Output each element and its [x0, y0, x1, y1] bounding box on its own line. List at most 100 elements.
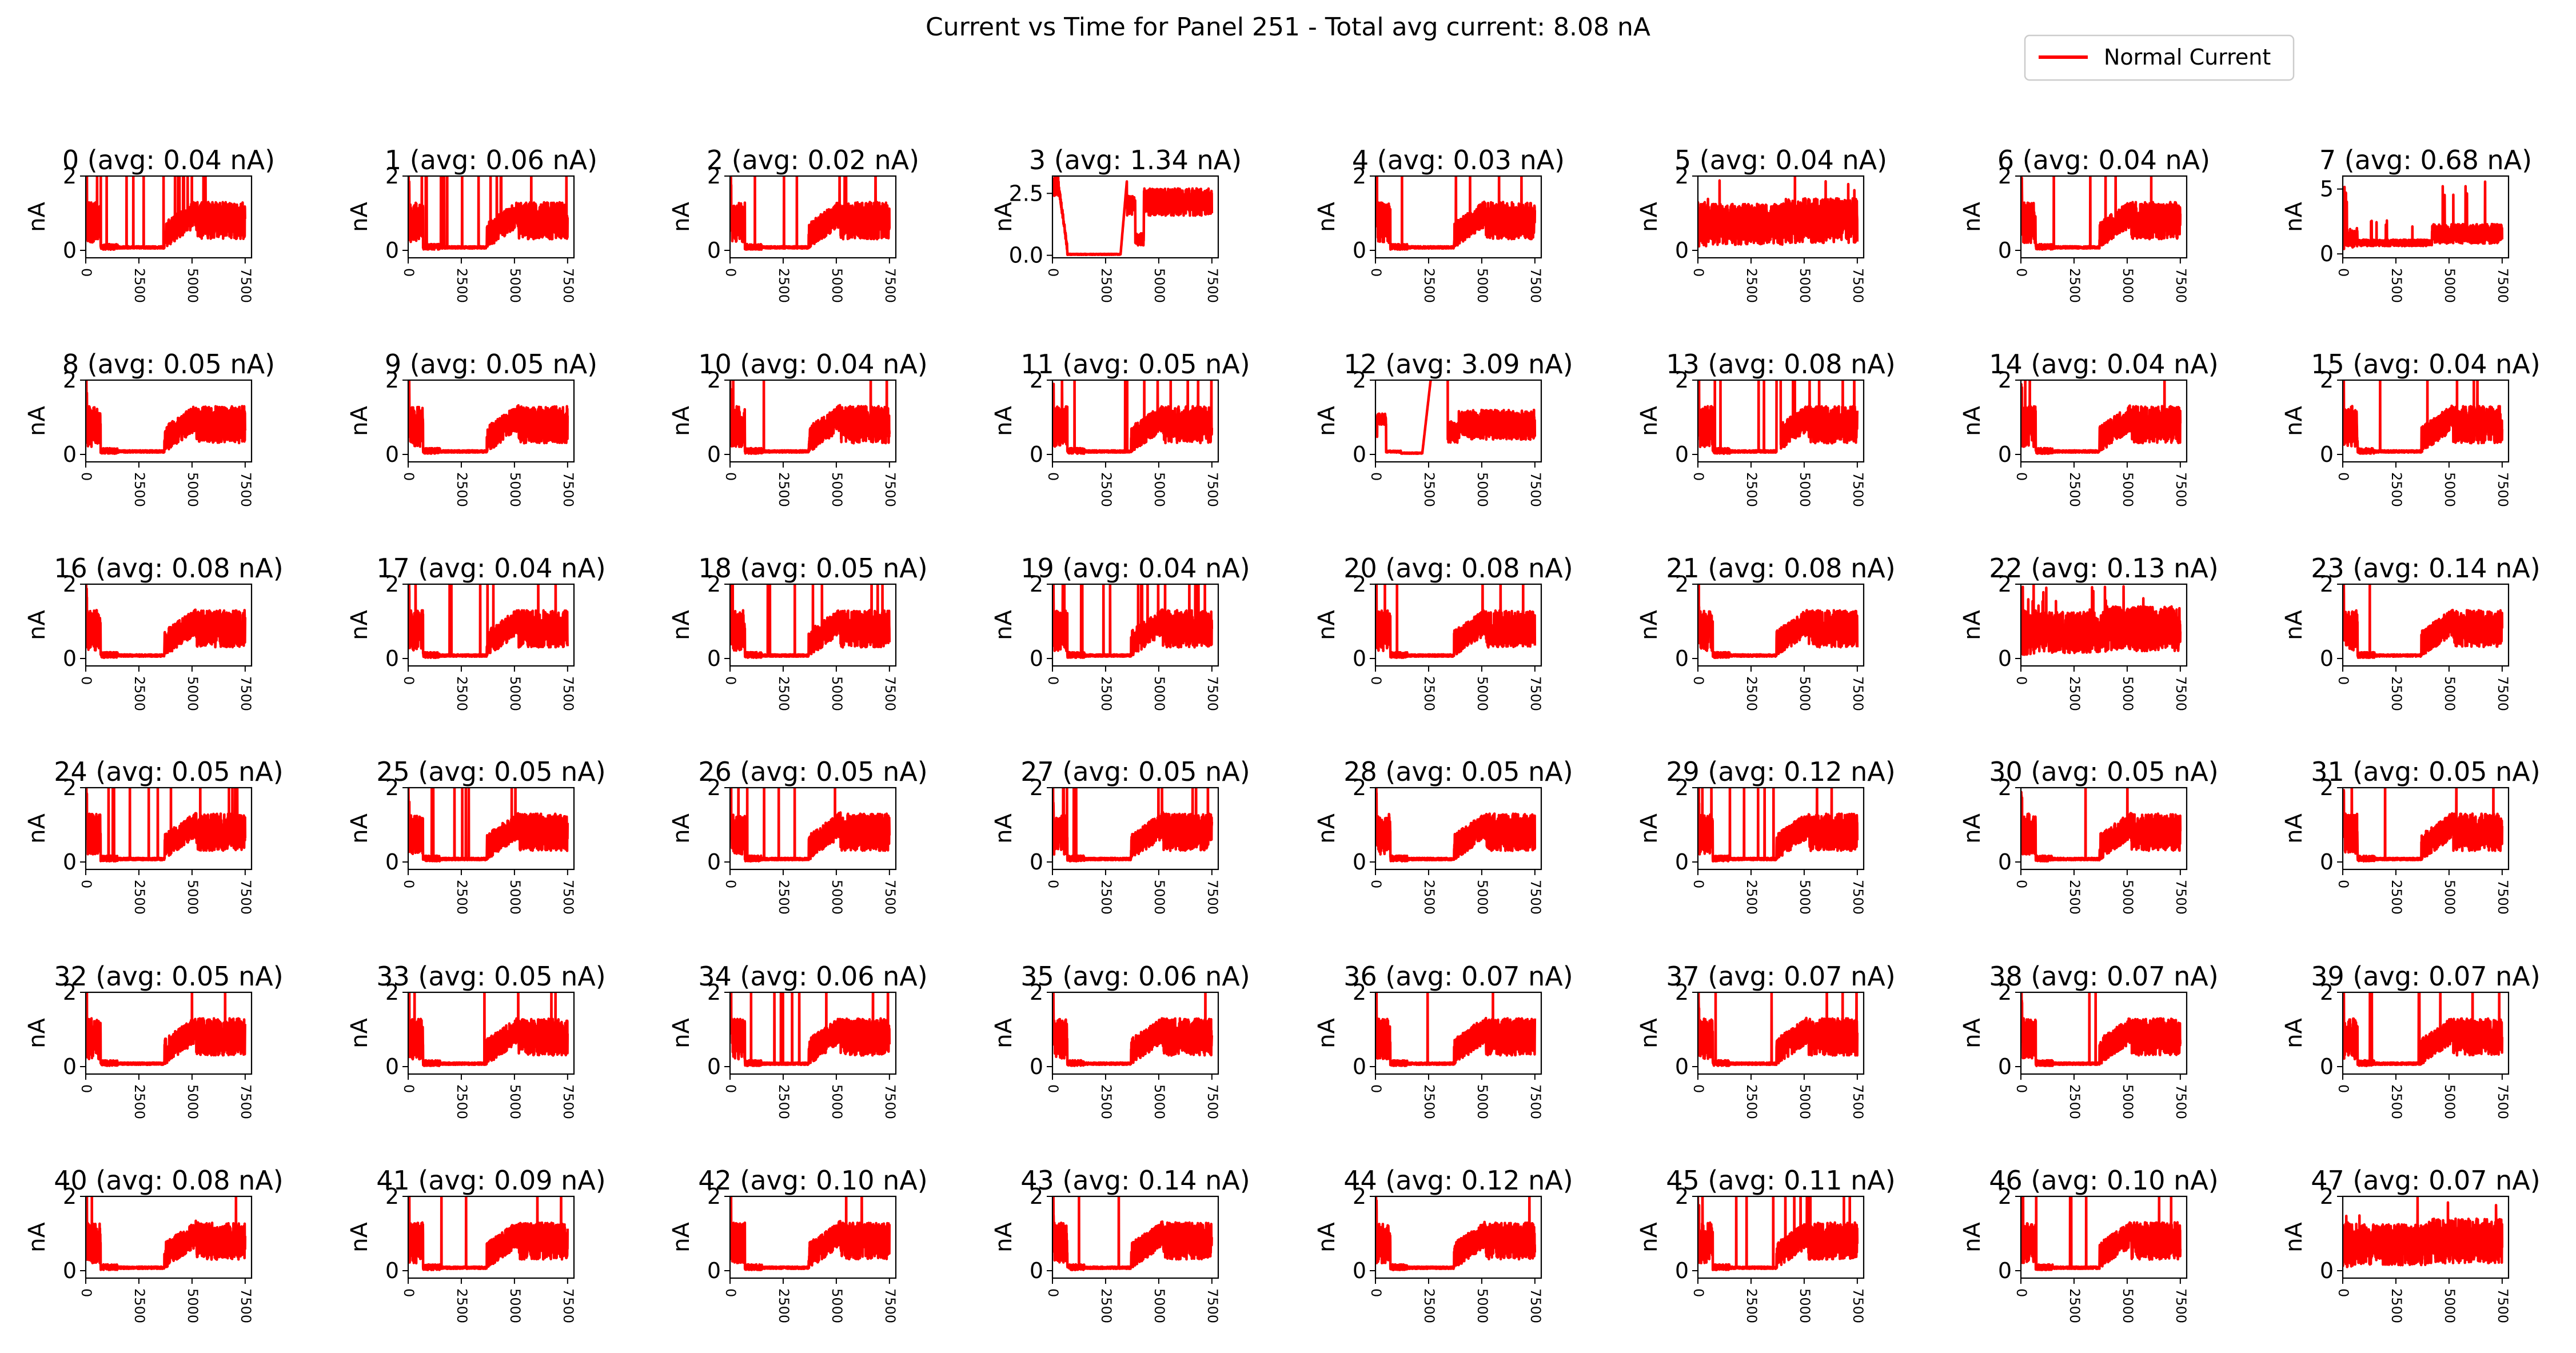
legend-label: Normal Current — [2104, 45, 2271, 70]
panel-title: 17 (avg: 0.04 nA) — [376, 553, 605, 584]
x-tick-label: 5000 — [2442, 676, 2458, 711]
panel-title: 44 (avg: 0.12 nA) — [1343, 1165, 1573, 1196]
x-tick-label: 2500 — [1421, 1084, 1437, 1119]
x-tick-label: 5000 — [829, 880, 845, 915]
x-tick-label: 0 — [2335, 676, 2351, 685]
panel-34: 34 (avg: 0.06 nA)nA 0 2 0 2500 5000 7500 — [668, 961, 928, 1119]
y-axis-label: nA — [991, 610, 1017, 640]
panel-41: 41 (avg: 0.09 nA)nA 0 2 0 2500 5000 7500 — [346, 1165, 606, 1323]
x-tick-label: 7500 — [882, 268, 898, 303]
x-tick-label: 0 — [1690, 676, 1706, 685]
series-line — [1052, 992, 1214, 1067]
y-axis-label: nA — [1959, 406, 1985, 436]
y-tick-label: 2 — [63, 572, 77, 597]
x-tick-label: 0 — [1045, 880, 1061, 888]
plot-frame — [2020, 991, 2188, 1075]
y-tick-label: 2 — [2320, 572, 2334, 597]
x-tick-label: 2500 — [1421, 676, 1437, 711]
x-tick-label: 5000 — [507, 268, 523, 303]
panel-11: 11 (avg: 0.05 nA)nA 0 2 0 2500 5000 7500 — [991, 349, 1250, 507]
plot-frame — [729, 787, 897, 871]
panel-29: 29 (avg: 0.12 nA)nA 0 2 0 2500 5000 7500 — [1636, 756, 1896, 915]
series-line — [408, 584, 569, 659]
x-tick-label: 7500 — [1205, 268, 1221, 303]
y-tick-label: 2 — [385, 775, 399, 800]
x-tick-label: 5000 — [507, 880, 523, 915]
y-axis-label: nA — [1636, 202, 1662, 232]
x-tick-label: 7500 — [1205, 472, 1221, 507]
panel-title: 40 (avg: 0.08 nA) — [54, 1165, 283, 1196]
series-line — [1052, 584, 1214, 659]
x-tick-label: 0 — [1368, 880, 1384, 888]
x-tick-label: 2500 — [131, 472, 147, 507]
panel-46: 46 (avg: 0.10 nA)nA 0 2 0 2500 5000 7500 — [1959, 1165, 2219, 1323]
panel-42: 42 (avg: 0.10 nA)nA 0 2 0 2500 5000 7500 — [668, 1165, 928, 1323]
panel-title: 3 (avg: 1.34 nA) — [1029, 145, 1242, 175]
x-tick-label: 7500 — [2495, 880, 2511, 915]
y-tick-label: 0 — [707, 646, 721, 671]
plot-frame — [407, 787, 575, 871]
y-tick-label: 2 — [1998, 163, 2012, 189]
y-tick-label: 0 — [2320, 241, 2334, 266]
x-tick-label: 7500 — [1850, 268, 1866, 303]
series-line — [408, 1196, 569, 1271]
plot-frame — [1051, 175, 1219, 259]
y-axis-label: nA — [1636, 406, 1662, 436]
x-tick-label: 7500 — [2173, 1084, 2189, 1119]
x-tick-label: 2500 — [1098, 1288, 1114, 1323]
y-tick-label: 0 — [63, 238, 77, 263]
plot-frame — [729, 991, 897, 1075]
y-tick-label: 0 — [385, 1258, 399, 1283]
panel-14: 14 (avg: 0.04 nA)nA 0 2 0 2500 5000 7500 — [1959, 349, 2219, 507]
panel-title: 11 (avg: 0.05 nA) — [1020, 349, 1250, 380]
panel-26: 26 (avg: 0.05 nA)nA 0 2 0 2500 5000 7500 — [668, 756, 928, 915]
x-tick-label: 5000 — [2442, 880, 2458, 915]
y-tick-label: 0 — [707, 1054, 721, 1079]
x-tick-label: 0 — [1368, 268, 1384, 277]
x-tick-label: 0 — [1690, 1084, 1706, 1093]
x-tick-label: 7500 — [560, 268, 576, 303]
x-tick-label: 2500 — [131, 1084, 147, 1119]
x-tick-label: 0 — [401, 1084, 417, 1093]
plot-frame — [729, 175, 897, 259]
series-line — [1052, 788, 1214, 863]
y-axis-label: nA — [991, 202, 1017, 232]
plot-frame — [1374, 175, 1542, 259]
panel-30: 30 (avg: 0.05 nA)nA 0 2 0 2500 5000 7500 — [1959, 756, 2219, 915]
series-line — [2343, 992, 2504, 1067]
y-tick-label: 2 — [63, 1184, 77, 1209]
x-tick-label: 5000 — [1151, 1084, 1167, 1119]
panel-8: 8 (avg: 0.05 nA) nA 0 2 0 2500 5000 7500 — [24, 349, 275, 507]
x-tick-label: 0 — [78, 1084, 94, 1093]
series-line — [1375, 176, 1537, 251]
x-tick-label: 5000 — [1797, 1084, 1813, 1119]
x-tick-label: 5000 — [1151, 880, 1167, 915]
series-line — [1698, 992, 1859, 1067]
y-tick-label: 2 — [1675, 163, 1689, 189]
series-line — [1698, 1196, 1859, 1271]
x-tick-label: 0 — [1690, 472, 1706, 481]
y-axis-label: nA — [1314, 610, 1340, 640]
y-tick-label: 0 — [707, 1258, 721, 1283]
y-tick-label: 2 — [707, 572, 721, 597]
y-tick-label: 2 — [1030, 368, 1043, 393]
plot-frame — [729, 583, 897, 667]
x-tick-label: 0 — [2335, 1084, 2351, 1093]
x-tick-label: 7500 — [2495, 268, 2511, 303]
x-tick-label: 5000 — [1797, 676, 1813, 711]
y-tick-label: 0 — [2320, 646, 2334, 671]
x-tick-label: 0 — [401, 1288, 417, 1297]
panel-7: 7 (avg: 0.68 nA) nA 0 5 0 2500 5000 7500 — [2281, 145, 2532, 303]
plot-frame — [1697, 787, 1865, 871]
panel-title: 45 (avg: 0.11 nA) — [1666, 1165, 1895, 1196]
panel-37: 37 (avg: 0.07 nA)nA 0 2 0 2500 5000 7500 — [1636, 961, 1896, 1119]
y-tick-label: 2.5 — [1009, 181, 1043, 206]
x-tick-label: 0 — [78, 676, 94, 685]
y-axis-label: nA — [346, 813, 373, 844]
x-tick-label: 0 — [2013, 880, 2029, 888]
panel-13: 13 (avg: 0.08 nA)nA 0 2 0 2500 5000 7500 — [1636, 349, 1896, 507]
panel-32: 32 (avg: 0.05 nA)nA 0 2 0 2500 5000 7500 — [24, 961, 284, 1119]
x-tick-label: 0 — [401, 880, 417, 888]
y-axis-label: nA — [991, 406, 1017, 436]
